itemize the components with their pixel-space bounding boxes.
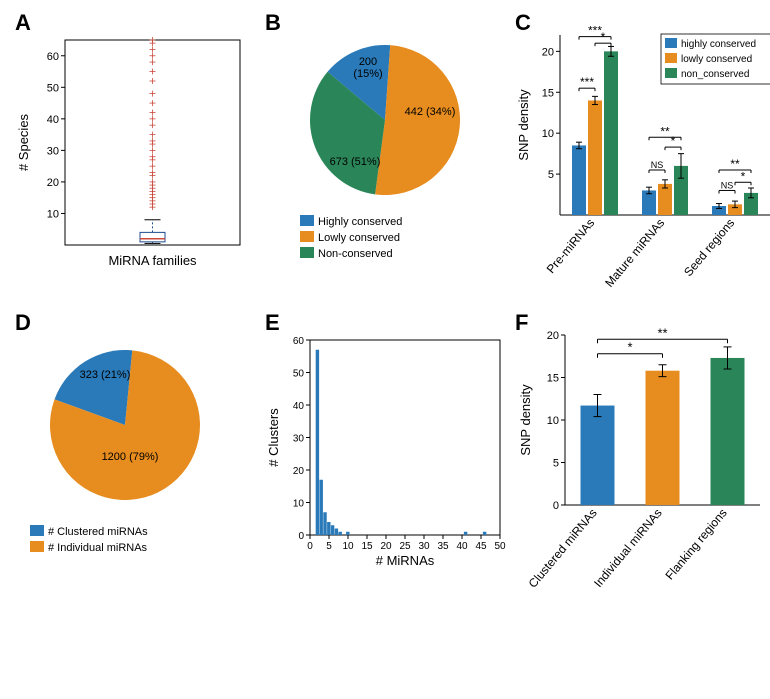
svg-text:15: 15	[361, 541, 373, 552]
svg-text:20: 20	[293, 466, 305, 477]
svg-text:30: 30	[418, 541, 430, 552]
panel-e-chart: 0 5 10 15 20 25 30 35 40 45 50 0 10 20 30 40 50 60 # MiRNA…	[260, 310, 510, 610]
svg-text:# Species: # Species	[16, 113, 31, 171]
svg-text:200: 200	[359, 56, 377, 68]
svg-text:Clustered miRNAs: Clustered miRNAs	[526, 506, 600, 591]
panel-a-label: A	[15, 10, 31, 36]
svg-text:Highly conserved: Highly conserved	[318, 216, 402, 228]
panel-b-chart: 200(15%) 442 (34%) 673 (51%) Highly conserv…	[260, 10, 510, 310]
svg-text:45: 45	[475, 541, 487, 552]
svg-text:lowly conserved: lowly conserved	[681, 54, 752, 65]
panel-f-chart: 0 5 10 15 20 SNP density Clustered miRNAsIndiv…	[510, 310, 770, 610]
panel-e: E 0 5 10 15 20 25 30 35 40 45 50 0 10 20 30 40 50 60 # MiR…	[260, 310, 510, 610]
panel-f: F 0 5 10 15 20 SNP density Clustered miRNAsInd…	[510, 310, 770, 610]
panel-c-chart: 5 10 15 20 SNP density Pre-miRNAsMature miRNA…	[510, 10, 770, 310]
svg-text:673 (51%): 673 (51%)	[330, 156, 381, 168]
svg-text:10: 10	[342, 541, 354, 552]
svg-text:SNP density: SNP density	[516, 89, 531, 161]
svg-text:**: **	[660, 124, 670, 138]
svg-text:60: 60	[47, 51, 59, 63]
svg-text:20: 20	[547, 330, 559, 342]
svg-text:10: 10	[47, 208, 59, 220]
svg-text:*: *	[601, 30, 606, 44]
svg-text:50: 50	[47, 82, 59, 94]
svg-text:30: 30	[293, 434, 305, 445]
panel-d-label: D	[15, 310, 31, 336]
svg-text:# Clustered miRNAs: # Clustered miRNAs	[48, 526, 148, 538]
svg-text:323 (21%): 323 (21%)	[80, 369, 131, 381]
svg-text:Non-conserved: Non-conserved	[318, 248, 393, 260]
svg-text:SNP density: SNP density	[518, 384, 533, 456]
svg-text:50: 50	[494, 541, 506, 552]
svg-text:40: 40	[293, 401, 305, 412]
svg-text:50: 50	[293, 369, 305, 380]
svg-text:Mature miRNAs: Mature miRNAs	[602, 216, 667, 290]
svg-text:NS: NS	[651, 160, 664, 170]
svg-text:NS: NS	[721, 180, 734, 190]
svg-text:Pre-miRNAs: Pre-miRNAs	[544, 216, 598, 276]
figure-grid: A 102030405060# SpeciesMiRNA families B …	[10, 10, 760, 610]
svg-text:5: 5	[548, 169, 554, 181]
svg-text:40: 40	[47, 114, 59, 126]
panel-c: C 5 10 15 20 SNP density Pre-miRNAsMature miR…	[510, 10, 770, 310]
svg-text:0: 0	[307, 541, 313, 552]
svg-text:20: 20	[380, 541, 392, 552]
svg-text:20: 20	[47, 177, 59, 189]
panel-c-label: C	[515, 10, 531, 36]
svg-text:20: 20	[542, 46, 554, 58]
svg-text:10: 10	[547, 415, 559, 427]
svg-text:non_conserved: non_conserved	[681, 69, 749, 80]
svg-text:Flanking regions: Flanking regions	[662, 506, 729, 582]
svg-text:Lowly conserved: Lowly conserved	[318, 232, 400, 244]
svg-text:Individual miRNAs: Individual miRNAs	[591, 506, 665, 590]
svg-text:10: 10	[542, 128, 554, 140]
svg-text:MiRNA families: MiRNA families	[108, 253, 197, 268]
panel-a-chart: 10 20 30 40 50 60 # Species MiRNA families	[10, 10, 260, 310]
svg-text:***: ***	[580, 75, 594, 89]
panel-d: D 323 (21%) 1200 (79%) # Clustered miRNAs #…	[10, 310, 260, 610]
svg-text:40: 40	[456, 541, 468, 552]
panel-b: B 200(15%) 442 (34%) 673 (51%) Highly conse…	[260, 10, 510, 310]
svg-text:**: **	[657, 325, 667, 340]
svg-text:442 (34%): 442 (34%)	[405, 106, 456, 118]
svg-text:# Clusters: # Clusters	[266, 408, 281, 467]
svg-text:5: 5	[326, 541, 332, 552]
svg-text:*: *	[671, 134, 676, 148]
svg-text:highly conserved: highly conserved	[681, 39, 756, 50]
svg-text:60: 60	[293, 336, 305, 347]
svg-text:15: 15	[547, 373, 559, 385]
svg-text:1200 (79%): 1200 (79%)	[102, 451, 159, 463]
svg-text:*: *	[741, 169, 746, 183]
svg-text:0: 0	[553, 500, 559, 512]
svg-text:# MiRNAs: # MiRNAs	[376, 553, 435, 568]
svg-text:25: 25	[399, 541, 411, 552]
svg-text:0: 0	[298, 531, 304, 542]
svg-text:Seed regions: Seed regions	[681, 216, 737, 279]
panel-e-label: E	[265, 310, 280, 336]
svg-text:30: 30	[47, 145, 59, 157]
panel-b-label: B	[265, 10, 281, 36]
svg-text:(15%): (15%)	[353, 68, 382, 80]
svg-text:**: **	[730, 157, 740, 171]
panel-f-label: F	[515, 310, 528, 336]
svg-text:35: 35	[437, 541, 449, 552]
panel-d-chart: 323 (21%) 1200 (79%) # Clustered miRNAs # I…	[10, 310, 260, 610]
svg-text:5: 5	[553, 458, 559, 470]
panel-a: A 10 20 30 40 50 60 # Species MiRNA families	[10, 10, 260, 310]
svg-text:*: *	[627, 340, 632, 355]
svg-text:# Individual miRNAs: # Individual miRNAs	[48, 542, 148, 554]
svg-text:10: 10	[293, 499, 305, 510]
svg-text:15: 15	[542, 87, 554, 99]
